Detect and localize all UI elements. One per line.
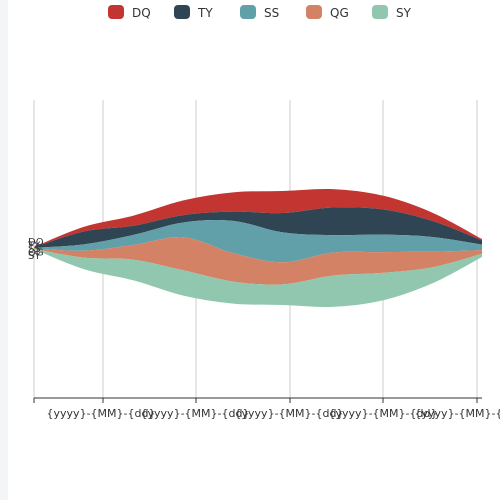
stream-qg[interactable] xyxy=(34,237,482,285)
legend-label: SY xyxy=(396,6,412,20)
stream-layers xyxy=(34,188,482,308)
edge-label-ty: TY xyxy=(27,241,41,252)
legend-swatch xyxy=(306,5,322,19)
stream-ty[interactable] xyxy=(34,207,482,248)
legend-item-qg[interactable]: QG xyxy=(306,5,349,20)
x-tick-label: {yyyy}-{MM}-{dd} xyxy=(141,407,250,420)
legend-item-dq[interactable]: DQ xyxy=(108,5,151,20)
x-tick-label: {yyyy}-{MM}-{dd} xyxy=(235,407,344,420)
legend-label: QG xyxy=(330,6,349,20)
x-tick-label: {yyyy}-{MM}-{dd} xyxy=(47,407,156,420)
legend-swatch xyxy=(240,5,256,19)
legend-label: DQ xyxy=(132,6,151,20)
edge-label-dq: DQ xyxy=(28,237,44,248)
stream-ss[interactable] xyxy=(34,220,482,263)
x-tick-label: {yyyy}-{MM}-{dd} xyxy=(415,407,500,420)
legend-label: SS xyxy=(264,6,279,20)
legend-swatch xyxy=(372,5,388,19)
x-axis: {yyyy}-{MM}-{dd}{yyyy}-{MM}-{dd}{yyyy}-{… xyxy=(33,397,500,420)
stream-dq[interactable] xyxy=(34,188,482,248)
legend-swatch xyxy=(108,5,124,19)
legend[interactable]: DQ TY SS QG SY xyxy=(108,5,412,20)
legend-item-sy[interactable]: SY xyxy=(372,5,412,20)
legend-label: TY xyxy=(197,6,213,20)
x-tick-label: {yyyy}-{MM}-{dd} xyxy=(329,407,438,420)
edge-label-qg: QG xyxy=(28,247,44,258)
legend-item-ty[interactable]: TY xyxy=(174,5,213,20)
edge-label-sy: SY xyxy=(28,251,41,262)
stream-sy[interactable] xyxy=(34,248,482,308)
legend-item-ss[interactable]: SS xyxy=(240,5,279,20)
edge-label-ss: SS xyxy=(28,244,41,255)
legend-swatch xyxy=(174,5,190,19)
